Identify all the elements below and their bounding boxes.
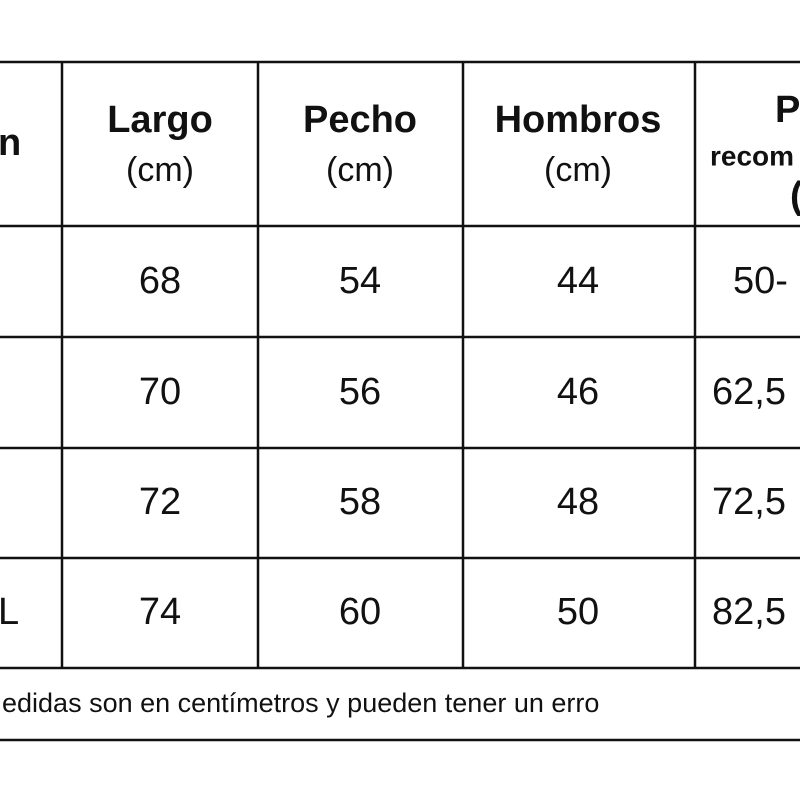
- table-cell: 54: [339, 260, 381, 302]
- header-cell: Pecho: [303, 99, 417, 141]
- header-cell: recom: [710, 140, 794, 171]
- table-cell: 74: [139, 591, 181, 633]
- table-cell: 50: [557, 591, 599, 633]
- table-cell: 70: [139, 371, 181, 413]
- table-cell: 58: [339, 481, 381, 523]
- header-cell: (: [790, 175, 800, 217]
- table-cell: 60: [339, 591, 381, 633]
- table-cell: 72: [139, 481, 181, 523]
- table-cell: 48: [557, 481, 599, 523]
- header-cell: n: [0, 122, 21, 164]
- table-cell: 62,5: [712, 371, 786, 413]
- footer-note: edidas son en centímetros y pueden tener…: [2, 688, 599, 718]
- header-cell: Hombros: [495, 99, 662, 141]
- table-cell: 44: [557, 260, 599, 302]
- table-cell: 56: [339, 371, 381, 413]
- table-cell: L: [0, 591, 19, 633]
- table-cell: 72,5: [712, 481, 786, 523]
- table-cell: 68: [139, 260, 181, 302]
- header-cell: Largo: [107, 99, 213, 141]
- header-cell: (cm): [544, 151, 612, 189]
- table-cell: 82,5: [712, 591, 786, 633]
- grid: [0, 60, 800, 742]
- header-cell: (cm): [326, 151, 394, 189]
- header-cell: (cm): [126, 151, 194, 189]
- header-cell: P: [775, 89, 800, 131]
- table-cell: 50-: [733, 260, 788, 302]
- table-cell: 46: [557, 371, 599, 413]
